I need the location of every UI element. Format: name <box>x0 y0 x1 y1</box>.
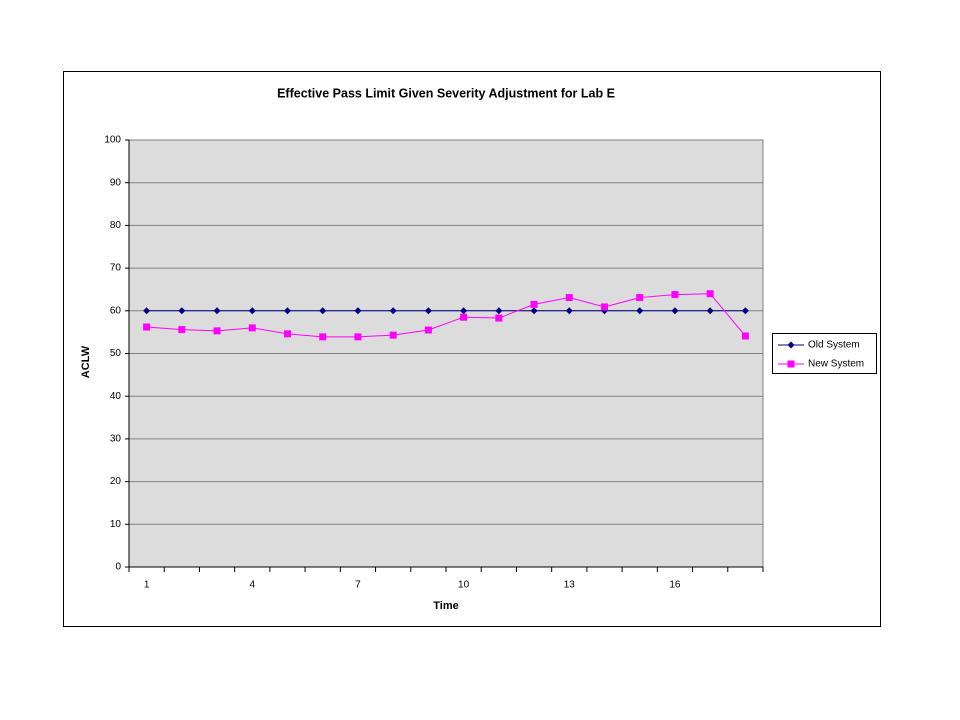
legend-label: Old System <box>808 340 860 351</box>
y-tick-label: 50 <box>110 348 122 359</box>
chart-title: Effective Pass Limit Given Severity Adju… <box>277 86 615 100</box>
data-point <box>706 290 714 298</box>
data-point <box>741 332 749 340</box>
x-axis-title: Time <box>433 600 458 612</box>
data-point <box>424 326 432 334</box>
data-point <box>565 307 573 315</box>
data-point <box>354 333 362 341</box>
y-tick-label: 10 <box>110 519 122 530</box>
data-point <box>636 294 644 302</box>
y-tick-label: 70 <box>110 263 122 274</box>
data-point <box>319 307 327 315</box>
data-point <box>601 303 608 311</box>
data-point <box>530 307 538 315</box>
data-point <box>530 300 538 308</box>
data-point <box>248 324 256 332</box>
data-point <box>354 307 362 315</box>
y-tick-label: 80 <box>110 220 122 231</box>
data-point <box>495 314 503 322</box>
data-point <box>284 307 291 315</box>
data-point <box>389 307 397 315</box>
x-tick-label: 16 <box>669 580 681 591</box>
y-tick-label: 90 <box>110 177 122 188</box>
data-point <box>389 331 397 339</box>
data-point <box>284 330 291 338</box>
data-point <box>460 313 468 321</box>
data-point <box>460 307 468 315</box>
data-point <box>213 327 221 335</box>
x-tick-label: 7 <box>355 580 361 591</box>
y-tick-label: 20 <box>110 476 122 487</box>
legend-marker <box>787 341 795 349</box>
y-tick-label: 60 <box>110 305 122 316</box>
data-point <box>671 291 679 299</box>
data-point <box>636 307 644 315</box>
data-point <box>143 307 151 315</box>
data-point <box>143 323 151 331</box>
series-line <box>146 293 746 338</box>
y-axis-title: ACLW <box>80 345 92 378</box>
legend-label: New System <box>808 359 864 370</box>
x-tick-label: 13 <box>564 580 576 591</box>
data-point <box>741 307 749 315</box>
x-tick-label: 4 <box>249 580 255 591</box>
data-point <box>213 307 221 315</box>
y-tick-label: 30 <box>110 434 122 445</box>
x-tick-label: 10 <box>458 580 470 591</box>
data-point <box>319 333 327 341</box>
y-tick-label: 100 <box>104 135 121 146</box>
data-point <box>248 307 256 315</box>
data-point <box>706 307 714 315</box>
data-point <box>495 307 503 315</box>
data-point <box>424 307 432 315</box>
legend-marker <box>787 360 795 368</box>
data-point <box>565 294 573 302</box>
x-tick-label: 1 <box>144 580 150 591</box>
data-point <box>178 307 186 315</box>
y-tick-label: 40 <box>110 391 122 402</box>
y-tick-label: 0 <box>115 562 121 573</box>
data-point <box>178 326 186 334</box>
data-point <box>671 307 679 315</box>
